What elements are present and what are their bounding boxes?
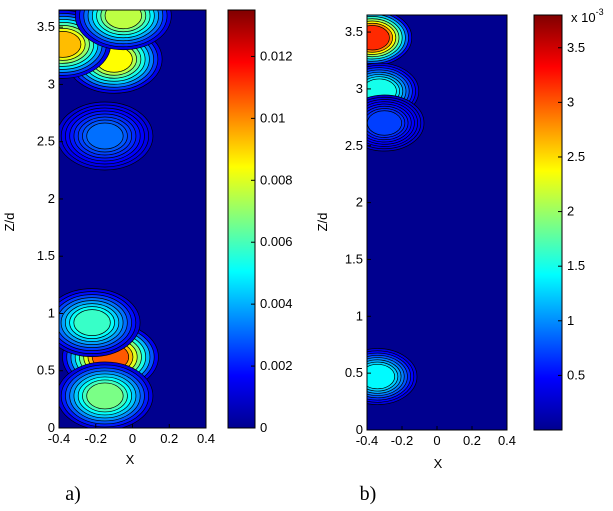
panel-b-colorbar: 0.5 1 1.5 2 2.5 3 3.5 — [533, 14, 585, 431]
colorbar-tick-label: 1 — [567, 313, 574, 328]
colorbar-tick-label: 1.5 — [567, 258, 585, 273]
colorbar-gradient — [227, 9, 256, 429]
colorbar-tick-label: 3 — [567, 94, 574, 109]
x-tick-label: -0.2 — [391, 433, 413, 448]
y-tick-label: 3 — [356, 81, 363, 96]
contour-blob — [59, 361, 154, 428]
y-tick-label: 2 — [356, 195, 363, 210]
x-tick-label: 0.4 — [197, 431, 215, 446]
contour-level — [367, 363, 396, 390]
y-tick-label: 2.5 — [37, 134, 55, 149]
y-tick-label: 0 — [356, 422, 363, 437]
contour-level — [367, 110, 403, 136]
x-tick-label: 0.2 — [463, 433, 481, 448]
colorbar-tick-label: 3.5 — [567, 40, 585, 55]
colorbar-tick-label: 0.008 — [260, 172, 293, 187]
y-tick-label: 1 — [356, 308, 363, 323]
contour-level — [73, 309, 111, 336]
x-tick-label: -0.4 — [48, 431, 70, 446]
colorbar-tick-label: 0.006 — [260, 234, 293, 249]
panel-b-plot-area — [367, 15, 507, 430]
panel-a-ylabel: Z/d — [2, 213, 17, 232]
y-tick-label: 2.5 — [345, 138, 363, 153]
colorbar-tick-label: 2.5 — [567, 149, 585, 164]
colorbar-tick-label: 0.5 — [567, 367, 585, 382]
panel-b: 0.5 1 1.5 2 2.5 3 3.5 -0.4 -0.2 0 0.2 0.4 0 0.5 1 1.5 2… — [315, 7, 604, 505]
colorbar-tick-label: 0.01 — [260, 110, 285, 125]
panel-a-colorbar: 0 0.002 0.004 0.006 0.008 0.01 0.012 — [227, 9, 293, 435]
panel-b-xlabel: X — [434, 456, 443, 471]
y-tick-label: 0.5 — [37, 363, 55, 378]
x-tick-label: 0.2 — [160, 431, 178, 446]
y-tick-label: 1.5 — [345, 251, 363, 266]
panel-b-ylabel: Z/d — [315, 213, 330, 232]
y-tick-label: 1 — [48, 305, 55, 320]
contour-level — [86, 382, 124, 410]
y-tick-label: 3.5 — [37, 19, 55, 34]
y-tick-label: 1.5 — [37, 248, 55, 263]
contour-blob — [59, 288, 141, 357]
panel-b-caption: b) — [360, 483, 377, 505]
panel-a-xlabel: X — [126, 452, 135, 467]
contour-blob — [367, 348, 418, 405]
contour-level — [367, 25, 390, 51]
y-tick-label: 3.5 — [345, 24, 363, 39]
panel-b-colorbar-multiplier: x 10-3 — [571, 7, 604, 25]
contour-blob — [367, 94, 425, 152]
y-tick-label: 3 — [48, 76, 55, 91]
contour-level — [104, 10, 142, 30]
colorbar-tick-label: 2 — [567, 204, 574, 219]
colorbar-gradient — [533, 14, 563, 431]
x-tick-label: 0 — [129, 431, 136, 446]
x-tick-label: 0.4 — [498, 433, 516, 448]
panel-a: 0 0.002 0.004 0.006 0.008 0.01 0.012 -0.4 -0.2 0… — [2, 9, 293, 505]
panel-b-axes: -0.4 -0.2 0 0.2 0.4 0 0.5 1 1.5 2 2.5 3 3.5 — [345, 14, 516, 448]
panel-a-caption: a) — [65, 483, 81, 505]
contour-blob — [74, 10, 172, 51]
colorbar-tick-label: 0.012 — [260, 48, 293, 63]
contour-level — [59, 31, 82, 58]
colorbar-tick-label: 0.002 — [260, 358, 293, 373]
x-tick-label: -0.2 — [85, 431, 107, 446]
y-tick-label: 0.5 — [345, 365, 363, 380]
colorbar-tick-label: 0.004 — [260, 296, 293, 311]
panel-a-axes: -0.4 -0.2 0 0.2 0.4 0 0.5 1 1.5 2 2.5 3 3.5 — [37, 9, 215, 446]
x-tick-label: -0.4 — [356, 433, 378, 448]
x-tick-label: 0 — [433, 433, 440, 448]
contour-level — [86, 122, 124, 150]
panel-a-plot-area — [59, 10, 206, 428]
colorbar-tick-label: 0 — [260, 420, 267, 435]
y-tick-label: 2 — [48, 191, 55, 206]
contour-blob — [59, 101, 154, 171]
y-tick-label: 0 — [48, 420, 55, 435]
